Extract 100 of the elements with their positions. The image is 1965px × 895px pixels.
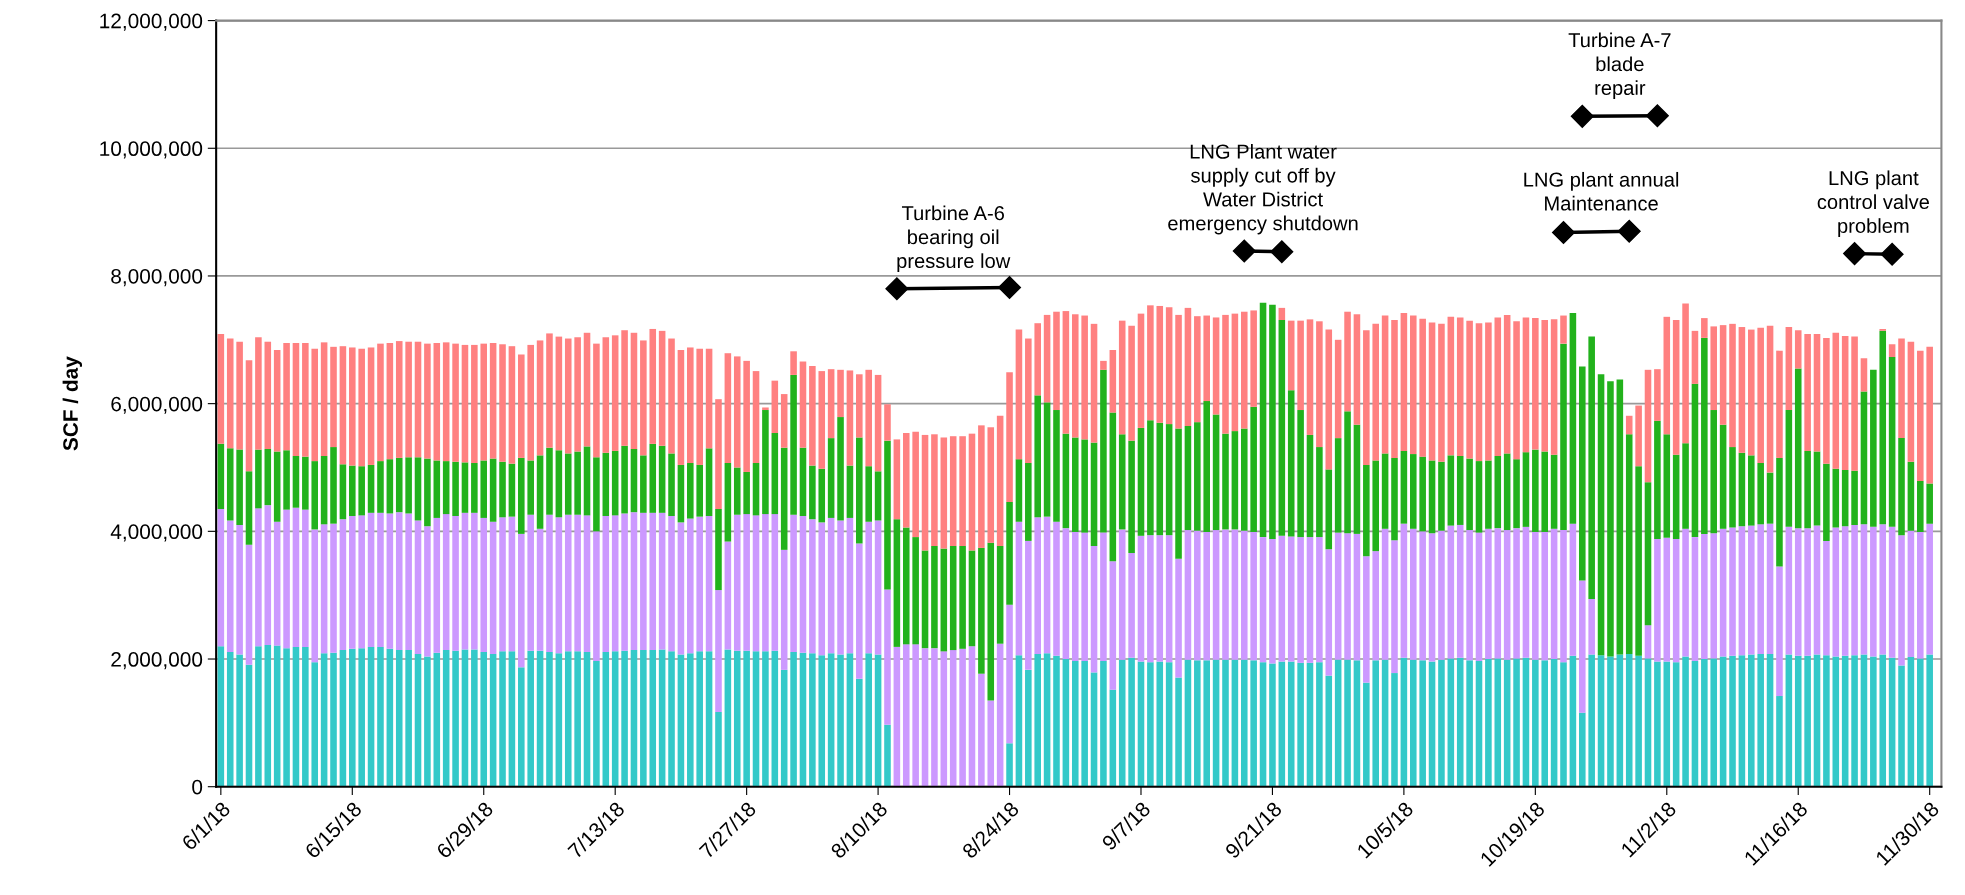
bar [902,433,910,528]
bar [226,520,234,652]
bar [226,338,234,449]
bar [658,649,666,787]
bar [1475,323,1483,462]
bar [790,514,797,652]
bar [395,650,403,787]
bar [1579,580,1586,713]
bar [217,508,225,647]
bar [1485,322,1492,461]
bar [1719,424,1727,529]
bar [1363,464,1370,557]
bar [1175,314,1182,429]
bar [245,471,253,545]
bar [743,360,750,472]
bar [414,520,422,654]
bar [893,646,901,787]
bar [1569,655,1577,787]
bar [1485,528,1492,660]
bar [1090,442,1098,547]
bar [255,449,262,509]
bar [1081,660,1088,787]
bar [1794,655,1802,787]
bar [1522,657,1530,787]
bar [1560,530,1567,663]
bar [1691,660,1699,787]
bar [715,590,722,713]
bar [311,348,319,462]
bar [1344,411,1351,534]
bar [696,516,703,652]
bar [564,651,572,787]
bar [668,453,675,517]
bar [940,437,948,549]
bar [1625,415,1633,435]
bar [518,354,525,458]
bar [320,342,328,456]
bar [1719,528,1727,657]
bar [1888,357,1896,527]
bar [1043,516,1051,654]
bar [1165,307,1173,425]
bar [762,651,769,787]
bar [1306,662,1314,787]
bar [762,410,769,515]
bar [1794,528,1802,656]
bar [1363,682,1370,787]
bar [1231,431,1239,530]
bar [1456,317,1464,456]
bar [1860,358,1868,392]
bar [292,507,300,647]
bar [1409,454,1417,529]
bar [912,431,919,538]
bar [1710,658,1718,787]
bar [602,516,610,652]
bar [255,646,262,787]
bar [1738,526,1746,656]
bar [518,457,525,534]
bar [1025,669,1032,787]
bar [1259,302,1267,538]
bar [1269,663,1276,787]
bar [696,464,703,517]
bar [1513,528,1520,659]
bar [1888,657,1896,787]
bar [414,653,422,787]
bar [1710,533,1718,659]
bar [1194,422,1201,531]
bar [1184,530,1192,660]
bar [912,644,919,787]
bar [949,650,957,787]
bar [574,451,581,515]
bar [1118,659,1126,787]
bar [1494,317,1502,456]
bar [471,344,478,464]
bar [1250,660,1257,787]
bar [555,653,563,787]
bar [1494,658,1502,787]
point [1570,104,1594,128]
bar [1250,531,1257,661]
bar [433,342,441,461]
bar [752,651,760,787]
bar [1710,410,1718,534]
bar [245,544,253,665]
bar [1616,654,1624,787]
bar [489,342,497,459]
bar [1391,320,1398,458]
bar [1503,659,1511,787]
bar [837,520,844,655]
bar [1560,343,1567,531]
bar [339,464,347,520]
bar [480,460,488,518]
bar [236,341,243,450]
bar [743,514,750,651]
bar [771,514,779,651]
bar [1738,327,1746,453]
bar [912,537,919,645]
bar [931,546,938,649]
bar [1466,530,1473,661]
y-tick-label: 2,000,000 [111,652,203,670]
bar [1109,350,1117,413]
bar [1325,329,1333,470]
bar [1287,390,1295,537]
